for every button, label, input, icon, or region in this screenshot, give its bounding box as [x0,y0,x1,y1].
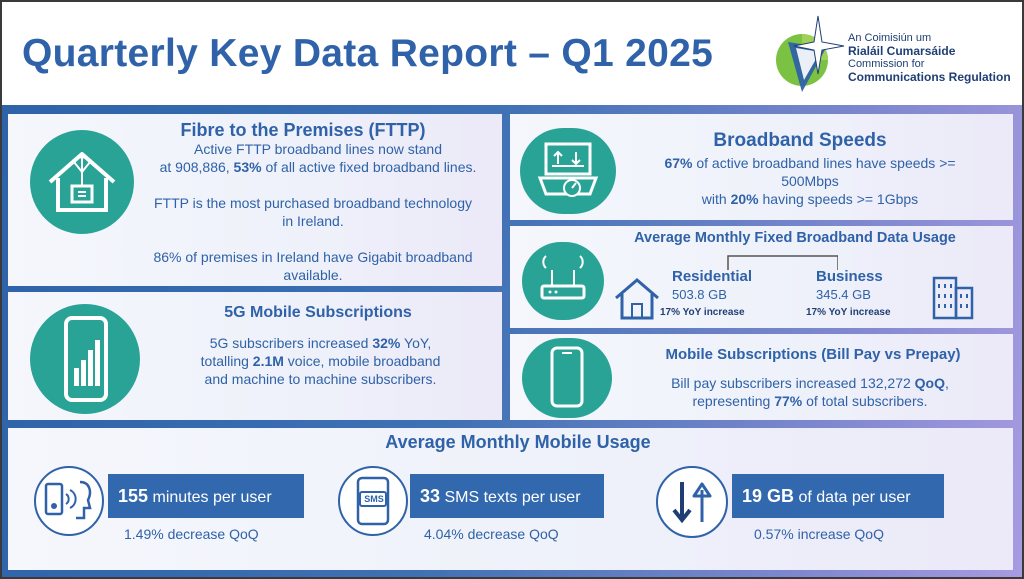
business-label: Business [816,268,883,285]
smartphone-icon [550,346,584,408]
5g-line-2-post: voice, mobile broadband [283,353,441,369]
billpay-line-1-bold: QoQ [914,375,946,391]
header: Quarterly Key Data Report – Q1 2025 An C… [2,2,1022,105]
speeds-panel: Broadband Speeds 67% of active broadband… [510,114,1013,220]
billpay-panel: Mobile Subscriptions (Bill Pay vs Prepay… [510,334,1013,420]
house-icon [615,278,659,320]
up-down-arrows-icon [672,482,712,524]
logo-text: An Coimisiún um Rialáil Cumarsáide Commi… [848,32,1011,84]
sms-phone-icon [356,476,390,526]
fttp-text-3: 86% of premises in Ireland have Gigabit … [153,249,473,283]
data-icon-circle [656,466,728,538]
logo-line-3: Commission for [848,58,925,70]
data-usage-panel: Average Monthly Fixed Broadband Data Usa… [510,226,1013,328]
5g-line-1-bold: 32% [372,335,401,351]
router-icon-circle [522,242,604,320]
sms-change: 4.04% decrease QoQ [424,526,559,542]
speeds-icon-circle [520,128,616,214]
5g-line-1-pre: 5G subscribers increased [209,335,373,351]
sms-label: SMS texts per user [440,489,581,506]
5g-icon-circle [30,304,140,414]
billpay-line-2-pre: representing [692,393,775,409]
speeds-line-3-post: having speeds >= 1Gbps [758,191,919,207]
fttp-text-1: Active FTTP broadband lines now stand at… [138,140,498,176]
billpay-line-2-bold: 77% [774,393,803,409]
minutes-value: 155 [118,486,149,506]
billpay-line-1-post: , [945,375,949,391]
fttp-line-2-post: of all active fixed broadband lines. [261,159,477,175]
billpay-text: Bill pay subscribers increased 132,272 Q… [620,374,1000,410]
sms-box: 33 SMS texts per user [410,474,604,518]
minutes-change: 1.49% decrease QoQ [124,526,259,542]
minutes-label: minutes per user [148,489,272,506]
fttp-line-2-bold: 53% [233,159,262,175]
5g-line-3: and machine to machine subscribers. [204,371,437,387]
speeds-line-2: 500Mbps [781,173,839,189]
logo-line-1: An Coimisiún um [848,32,932,44]
billpay-title: Mobile Subscriptions (Bill Pay vs Prepay… [665,346,961,363]
fttp-panel: Fibre to the Premises (FTTP) Active FTTP… [8,114,502,286]
mobile-usage-panel: Average Monthly Mobile Usage 155 minutes… [8,428,1013,570]
page-title: Quarterly Key Data Report – Q1 2025 [22,32,714,75]
data-box: 19 GB of data per user [732,474,944,518]
sms-value: 33 [420,486,441,506]
phone-speaking-icon [44,480,92,520]
data-change: 0.57% increase QoQ [754,526,884,542]
data-label: of data per user [794,489,911,506]
fttp-line-2-pre: at 908,886, [159,159,234,175]
logo-line-4: Communications Regulation [848,70,1011,84]
business-value: 345.4 GB [816,287,871,302]
business-change: 17% YoY increase [806,307,891,318]
comreg-logo-icon [776,15,845,92]
speeds-line-3-pre: with [701,191,731,207]
fttp-icon-circle [30,130,134,234]
office-building-icon [932,276,974,320]
5g-line-1-post: YoY, [400,335,432,351]
sms-icon-label: SMS [364,494,384,504]
router-icon [540,255,586,300]
5g-line-2-bold: 2.1M [252,353,284,369]
data-usage-title: Average Monthly Fixed Broadband Data Usa… [634,230,956,246]
5g-panel: 5G Mobile Subscriptions 5G subscribers i… [8,292,502,420]
5g-title: 5G Mobile Subscriptions [224,304,412,321]
mobile-usage-title: Average Monthly Mobile Usage [385,432,651,452]
5g-text: 5G subscribers increased 32% YoY, totall… [148,334,493,388]
billpay-line-1-pre: Bill pay subscribers increased 132,272 [671,375,915,391]
speeds-line-1-bold: 67% [664,155,693,171]
data-value: 19 GB [742,486,795,506]
speeds-text: 67% of active broadband lines have speed… [620,154,1000,208]
phone-signal-icon [64,316,108,402]
fttp-text-2: FTTP is the most purchased broadband tec… [153,195,473,229]
fttp-line-1: Active FTTP broadband lines now stand [194,141,442,157]
billpay-line-2-post: of total subscribers. [802,393,928,409]
minutes-icon-circle [34,466,104,536]
laptop-speed-icon [537,142,599,197]
billpay-icon-circle [522,338,612,418]
comreg-logo: An Coimisiún um Rialáil Cumarsáide Commi… [766,12,1016,100]
speeds-line-3-bold: 20% [730,191,759,207]
fttp-title: Fibre to the Premises (FTTP) [180,120,426,140]
connector-line [727,255,838,270]
residential-label: Residential [672,268,753,285]
residential-change: 17% YoY increase [660,307,745,318]
minutes-box: 155 minutes per user [108,474,304,518]
logo-line-2: Rialáil Cumarsáide [848,44,956,58]
speeds-title: Broadband Speeds [713,130,887,151]
5g-line-2-pre: totalling [200,353,253,369]
house-fibre-icon [48,152,116,212]
residential-value: 503.8 GB [672,287,727,302]
sms-icon-circle: SMS [338,466,408,536]
speeds-line-1-post: of active broadband lines have speeds >= [692,155,956,171]
